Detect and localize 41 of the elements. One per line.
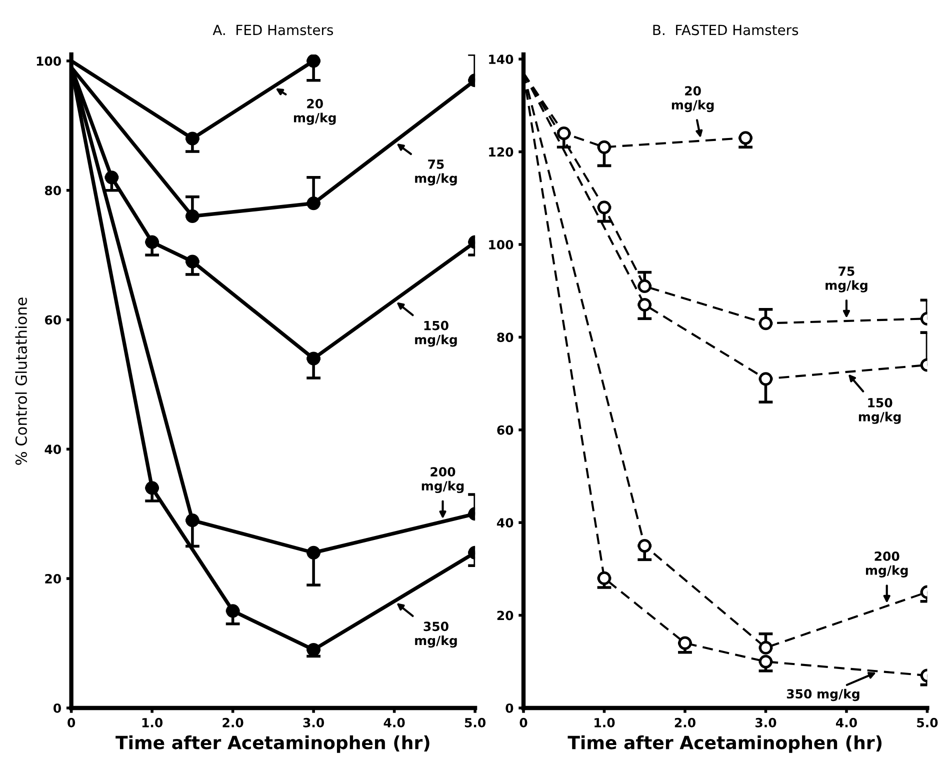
annotation: 150 mg/kg [415, 320, 457, 347]
x-tick-label: 5.0 [464, 718, 486, 728]
y-tick-label: 60 [44, 315, 62, 325]
annotation: 75 mg/kg [415, 160, 457, 186]
x-tick-label: 1.0 [142, 718, 163, 728]
chart-title: A. FED Hamsters [212, 24, 334, 36]
x-axis-title: Time after Acetaminophen (hr) [568, 735, 882, 753]
y-tick-label: 20 [497, 610, 514, 620]
y-tick-label: 100 [36, 56, 62, 66]
annotation: 200 mg/kg [866, 551, 908, 578]
x-tick-label: 3.0 [303, 718, 324, 728]
y-tick-label: 80 [44, 186, 62, 196]
x-tick-label: 0 [520, 718, 528, 728]
x-tick-label: 4.0 [384, 718, 405, 728]
annotation: 20 mg/kg [294, 98, 336, 125]
y-tick-label: 100 [489, 240, 514, 250]
x-tick-label: 0 [68, 718, 76, 728]
x-tick-label: 4.0 [836, 718, 857, 728]
annotation: 75 mg/kg [826, 266, 868, 292]
y-tick-label: 60 [497, 425, 514, 435]
annotation: 350 mg/kg [415, 622, 457, 648]
chart-title: B. FASTED Hamsters [653, 24, 798, 36]
y-tick-label: 140 [489, 54, 514, 64]
y-tick-label: 0 [54, 703, 62, 713]
y-axis-title: % Control Glutathione [15, 298, 27, 465]
annotation: 20 mg/kg [672, 86, 714, 112]
x-tick-label: 5.0 [917, 718, 938, 728]
y-tick-label: 40 [44, 444, 62, 454]
annotation: 200 mg/kg [422, 467, 464, 494]
x-axis-title: Time after Acetaminophen (hr) [116, 735, 430, 753]
x-tick-label: 3.0 [756, 718, 776, 728]
x-tick-label: 2.0 [674, 718, 696, 728]
y-tick-label: 120 [489, 147, 514, 157]
annotation: 150 mg/kg [858, 398, 901, 424]
y-tick-label: 40 [496, 518, 514, 528]
x-tick-label: 2.0 [222, 718, 244, 728]
annotation: 350 mg/kg [786, 688, 860, 702]
y-tick-label: 20 [45, 574, 62, 584]
y-tick-label: 0 [506, 703, 514, 713]
y-tick-label: 80 [497, 332, 514, 342]
x-tick-label: 1.0 [594, 718, 615, 728]
